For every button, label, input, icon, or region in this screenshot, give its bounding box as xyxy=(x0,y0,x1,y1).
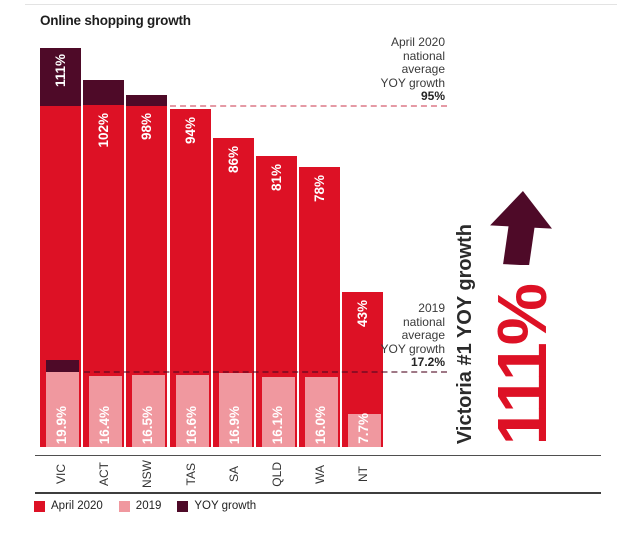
axis-label-act: ACT xyxy=(83,457,124,491)
bottom-divider xyxy=(35,492,601,494)
bar-label-nsw-2019: 16.5% xyxy=(130,381,165,444)
bar-vic-yoy-cap xyxy=(40,48,81,106)
x-axis-tick-label: NT xyxy=(355,466,370,482)
bar-sa-2019 xyxy=(219,373,252,447)
bar-vic-2019 xyxy=(46,372,79,447)
annotation-line: average xyxy=(401,328,445,342)
bar-value-label: 81% xyxy=(268,164,284,192)
bar-value-label: 16.6% xyxy=(183,405,199,444)
bar-label-vic-april2020: 111% xyxy=(40,54,81,87)
bar-label-sa-2019: 16.9% xyxy=(217,381,252,444)
april-average-dashed-line xyxy=(170,105,447,107)
bar-act-yoy-cap xyxy=(83,80,124,105)
up-arrow-icon xyxy=(490,191,552,265)
legend-swatch-april2020 xyxy=(34,500,45,512)
legend-swatch-yoy-growth xyxy=(177,500,189,512)
bar-value-label: 19.9% xyxy=(53,405,69,444)
bar-value-label: 16.5% xyxy=(139,405,155,444)
bar-label-qld-2019: 16.1% xyxy=(260,381,295,444)
bar-nt-2019 xyxy=(348,414,381,447)
bar-value-label: 7.7% xyxy=(355,413,371,444)
axis-label-nsw: NSW xyxy=(126,457,167,491)
bar-value-label: 94% xyxy=(182,117,198,145)
bar-nsw-yoy-cap xyxy=(126,95,167,106)
bar-wa-2019 xyxy=(305,377,338,447)
annotation-2019-average: 2019 national average YOY growth 17.2% xyxy=(325,301,445,370)
bar-label-nt-2019: 7.7% xyxy=(346,381,381,444)
bar-label-wa-2019: 16.0% xyxy=(303,381,338,444)
bar-value-label: 16.1% xyxy=(269,405,285,444)
legend-label: 2019 xyxy=(135,500,162,512)
bar-label-sa-april2020: 86% xyxy=(213,146,254,173)
bar-vic-2019-yoy-cap xyxy=(46,360,79,372)
bar-value-label: 16.9% xyxy=(226,405,242,444)
annotation-line: average xyxy=(401,62,445,76)
bar-label-tas-2019: 16.6% xyxy=(174,381,209,444)
axis-label-qld: QLD xyxy=(256,457,297,491)
bar-value-label: 16.0% xyxy=(312,405,328,444)
x-axis-tick-label: QLD xyxy=(269,461,284,487)
annotation-line: 2019 xyxy=(418,301,445,315)
legend-label: April 2020 xyxy=(51,500,103,512)
axis-label-tas: TAS xyxy=(170,457,211,491)
annotation-value: 95% xyxy=(420,89,445,103)
bar-value-label: 98% xyxy=(138,113,154,141)
bar-label-wa-april2020: 78% xyxy=(299,175,340,202)
legend-item-april2020: April 2020 xyxy=(34,500,103,512)
x-axis-tick-label: ACT xyxy=(96,462,111,486)
annotation-april-average: April 2020 national average YOY growth 9… xyxy=(325,35,445,104)
bar-value-label: 78% xyxy=(311,175,327,203)
bar-act-2019 xyxy=(89,376,122,447)
x-axis-tick-label: NSW xyxy=(139,460,154,488)
bar-value-label: 102% xyxy=(95,113,111,148)
annotation-line: national xyxy=(402,314,445,329)
bar-label-qld-april2020: 81% xyxy=(256,164,297,191)
bar-tas-2019 xyxy=(176,375,209,447)
bar-label-tas-april2020: 94% xyxy=(170,117,211,144)
legend-item-yoy-growth: YOY growth xyxy=(177,500,256,512)
x-axis-tick-label: WA xyxy=(312,464,327,484)
2019-average-dashed-line xyxy=(84,371,447,373)
x-axis-tick-label: VIC xyxy=(53,463,68,484)
chart-title: Online shopping growth xyxy=(40,13,191,28)
top-divider xyxy=(25,4,617,5)
bar-label-nsw-april2020: 98% xyxy=(126,113,167,140)
legend-swatch-2019 xyxy=(118,500,130,512)
axis-label-nt: NT xyxy=(342,457,383,491)
bar-label-act-april2020: 102% xyxy=(83,113,124,148)
axis-label-vic: VIC xyxy=(40,457,81,491)
annotation-value: 17.2% xyxy=(410,355,445,369)
bar-qld-2019 xyxy=(262,377,295,447)
x-axis-line xyxy=(35,455,601,456)
callout-title: Victoria #1 YOY growth xyxy=(454,223,476,444)
bar-label-act-2019: 16.4% xyxy=(87,381,122,444)
annotation-line: national xyxy=(402,48,445,63)
x-axis-tick-label: SA xyxy=(226,465,241,482)
annotation-line: YOY growth xyxy=(380,75,445,90)
x-axis-tick-label: TAS xyxy=(183,462,198,486)
axis-label-wa: WA xyxy=(299,457,340,491)
legend: April 2020 2019 YOY growth xyxy=(34,500,256,512)
legend-item-2019: 2019 xyxy=(118,500,162,512)
bar-label-vic-2019: 19.9% xyxy=(44,381,79,444)
bar-value-label: 86% xyxy=(225,146,241,174)
annotation-line: YOY growth xyxy=(380,341,445,356)
legend-label: YOY growth xyxy=(194,500,257,512)
axis-label-sa: SA xyxy=(213,457,254,491)
bar-nsw-2019 xyxy=(132,375,165,447)
bar-value-label: 16.4% xyxy=(96,405,112,444)
callout-value: 111% xyxy=(483,285,561,445)
annotation-line: April 2020 xyxy=(390,35,445,49)
bar-value-label: 111% xyxy=(52,54,68,88)
